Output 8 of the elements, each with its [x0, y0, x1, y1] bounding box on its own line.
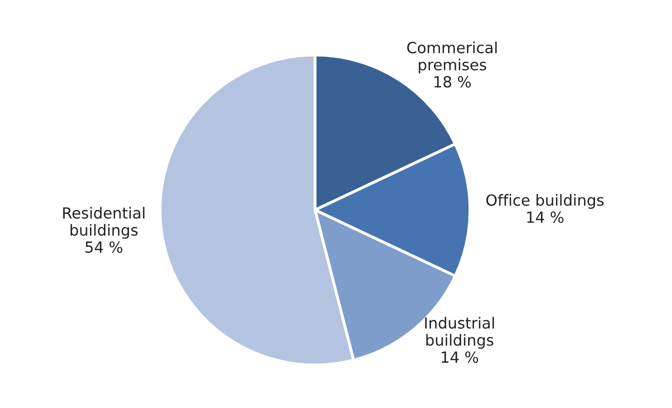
data-label: 54 % [86, 241, 122, 253]
data-label: 14 % [527, 211, 564, 223]
data-label: 14 % [442, 351, 478, 363]
slice-label: Commerical premises [407, 42, 497, 74]
data-label: 18 % [434, 76, 471, 88]
slice-label: Office buildings [486, 194, 604, 209]
slice-label: Industrial buildings [425, 316, 494, 349]
slice-label: Residential buildings [63, 206, 144, 239]
